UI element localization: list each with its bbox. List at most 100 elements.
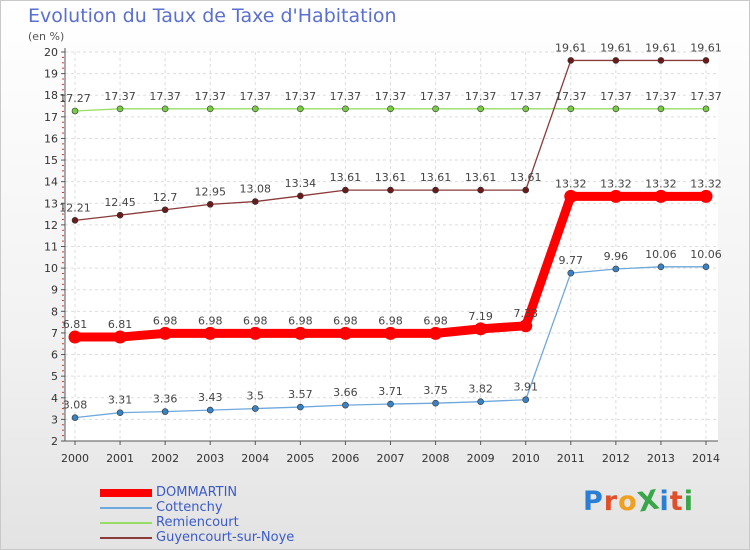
y-tick-label: 16 [44,132,58,145]
x-tick-label: 2005 [286,452,314,465]
data-point-dommartin [68,330,82,344]
data-label-cottenchy: 3.08 [63,399,88,412]
data-label-cottenchy: 3.91 [513,381,538,394]
data-point-remiencourt [342,105,349,113]
data-point-cottenchy [251,405,259,412]
data-point-guyencourt-sur-noye [657,57,665,64]
data-label-cottenchy: 10.06 [690,248,722,261]
data-point-cottenchy [567,269,575,277]
data-point-remiencourt [116,105,124,113]
data-point-dommartin [519,319,533,333]
data-label-remiencourt: 17.37 [330,90,362,103]
data-point-guyencourt-sur-noye [432,186,439,194]
data-point-remiencourt [297,105,304,113]
data-label-remiencourt: 17.37 [690,90,722,103]
x-tick-label: 2014 [692,452,720,465]
legend-label-remiencourt: Remiencourt [156,515,239,530]
data-label-dommartin: 6.98 [288,314,313,327]
data-label-cottenchy: 3.43 [198,391,223,404]
y-tick-label: 12 [44,219,58,232]
data-label-guyencourt-sur-noye: 19.61 [555,41,587,54]
legend-label-dommartin: DOMMARTIN [156,485,238,500]
data-label-cottenchy: 3.66 [333,386,358,399]
x-tick-label: 2002 [151,452,179,465]
y-tick-label: 13 [44,197,58,210]
data-point-dommartin [113,330,127,344]
data-point-guyencourt-sur-noye [342,186,349,194]
x-tick-label: 2007 [377,452,405,465]
data-label-cottenchy: 9.77 [559,254,584,267]
x-tick-label: 2011 [557,452,585,465]
data-label-dommartin: 6.98 [423,314,448,327]
data-label-guyencourt-sur-noye: 13.08 [240,183,272,196]
logo-letter: i [683,486,694,517]
y-tick-label: 11 [44,241,58,254]
data-point-guyencourt-sur-noye [522,186,530,194]
data-point-remiencourt [657,105,665,113]
data-point-dommartin [384,326,397,340]
data-label-remiencourt: 17.37 [149,90,181,103]
data-point-cottenchy [612,265,620,273]
data-point-remiencourt [522,105,530,113]
data-point-dommartin [429,326,443,340]
data-point-guyencourt-sur-noye [612,57,620,64]
data-label-guyencourt-sur-noye: 13.34 [285,177,317,190]
data-label-dommartin: 6.81 [63,318,88,331]
data-label-remiencourt: 17.37 [600,90,632,103]
data-label-dommartin: 7.19 [468,310,493,323]
data-point-cottenchy [432,399,439,407]
data-label-remiencourt: 17.37 [420,90,452,103]
data-point-cottenchy [206,406,214,414]
data-label-dommartin: 6.98 [333,314,358,327]
y-tick-label: 9 [51,284,58,297]
data-label-cottenchy: 3.71 [378,385,403,398]
data-point-dommartin [338,326,352,340]
logo-letter: i [659,486,670,517]
data-point-cottenchy [161,408,169,415]
data-label-guyencourt-sur-noye: 12.21 [59,201,91,214]
data-label-remiencourt: 17.37 [375,90,407,103]
data-label-guyencourt-sur-noye: 12.45 [104,196,136,209]
data-point-guyencourt-sur-noye [297,192,304,200]
legend-swatch-guyencourt [100,537,152,539]
data-label-dommartin: 7.33 [513,307,538,320]
data-point-dommartin [474,322,488,336]
data-point-guyencourt-sur-noye [206,201,214,208]
data-label-remiencourt: 17.27 [59,92,91,105]
data-point-dommartin [609,189,623,203]
data-point-cottenchy [522,396,530,404]
data-label-dommartin: 6.98 [243,314,268,327]
y-tick-label: 17 [44,111,58,124]
data-point-remiencourt [71,107,79,115]
y-tick-label: 8 [51,305,58,318]
data-point-remiencourt [612,105,620,113]
data-label-dommartin: 6.81 [108,318,133,331]
data-label-cottenchy: 3.31 [108,394,133,407]
data-label-cottenchy: 3.75 [423,384,448,397]
data-point-remiencourt [567,105,575,113]
data-label-guyencourt-sur-noye: 12.95 [194,185,226,198]
data-point-cottenchy [702,263,710,271]
y-tick-label: 2 [51,435,58,448]
data-label-dommartin: 13.32 [645,177,677,190]
data-label-dommartin: 6.98 [153,314,178,327]
data-label-cottenchy: 3.36 [153,393,178,406]
data-label-remiencourt: 17.37 [285,90,317,103]
data-point-cottenchy [342,401,349,409]
data-point-remiencourt [702,105,710,113]
data-label-cottenchy: 9.96 [604,250,629,263]
data-point-remiencourt [477,105,484,113]
y-tick-label: 15 [44,154,58,167]
data-point-cottenchy [657,263,665,271]
data-point-guyencourt-sur-noye [161,206,169,214]
x-tick-label: 2003 [196,452,224,465]
data-label-dommartin: 6.98 [198,314,223,327]
data-label-cottenchy: 3.82 [468,383,493,396]
data-point-dommartin [248,326,262,340]
data-label-remiencourt: 17.37 [645,90,677,103]
legend-swatch-remiencourt [100,522,152,524]
data-label-guyencourt-sur-noye: 19.61 [690,41,722,54]
logo-letter: P [583,486,604,517]
data-point-cottenchy [71,414,79,421]
